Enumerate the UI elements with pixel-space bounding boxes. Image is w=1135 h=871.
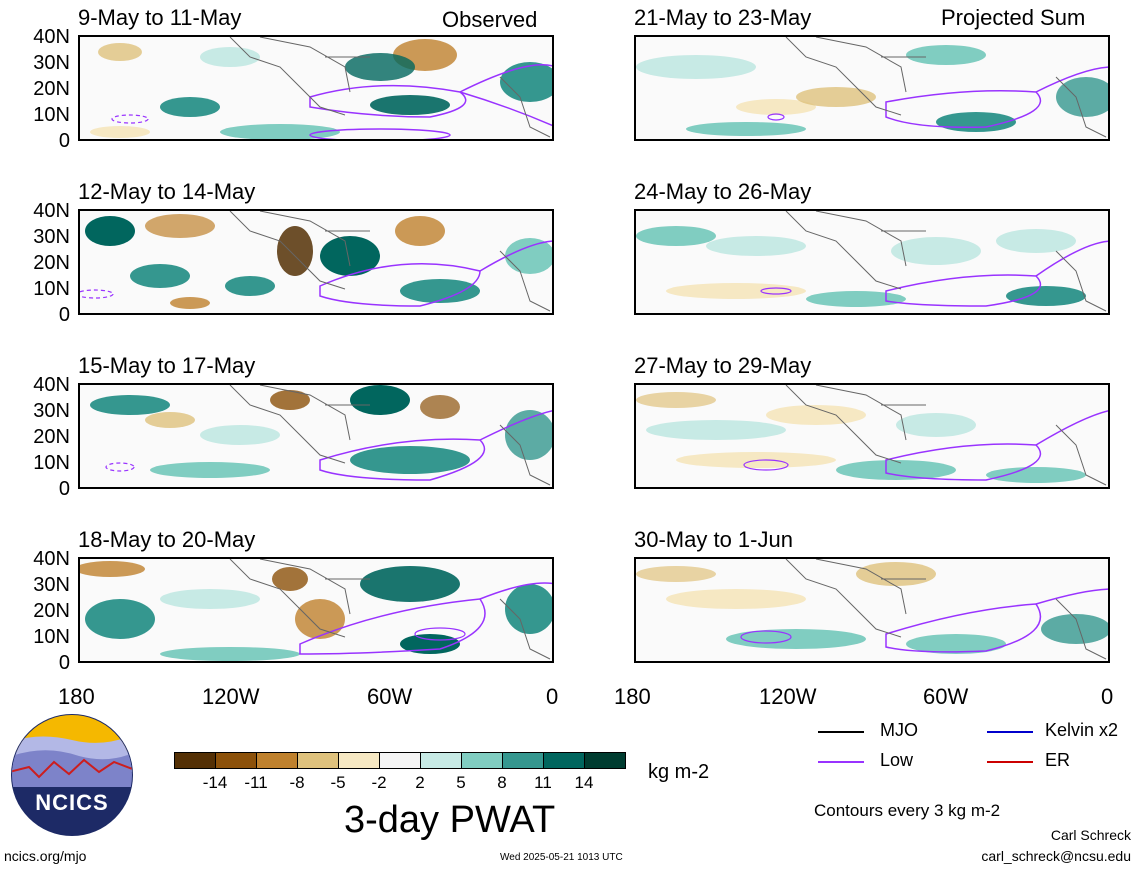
panel-title: 27-May to 29-May [634, 353, 812, 378]
logo-text: NCICS [35, 790, 109, 815]
legend-mjo-line [818, 731, 864, 733]
colorbar-tick-label: -5 [330, 773, 346, 792]
contour-note: Contours every 3 kg m-2 [814, 801, 1001, 820]
colorbar-swatch [338, 752, 380, 769]
y-tick-label: 40N [33, 200, 70, 222]
x-tick-label: 0 [1101, 684, 1114, 709]
colorbar-swatch [420, 752, 462, 769]
y-tick-label: 10N [33, 104, 70, 126]
y-tick-label: 10N [33, 626, 70, 648]
x-tick-label: 180 [58, 684, 95, 709]
panel-title: 21-May to 23-May [634, 5, 812, 30]
footer-timestamp: Wed 2025-05-21 1013 UTC [500, 852, 623, 863]
panel-title: 9-May to 11-May [78, 5, 242, 30]
y-tick-label: 30N [33, 52, 70, 74]
y-tick-label: 20N [33, 252, 70, 274]
footer-url: ncics.org/mjo [4, 848, 87, 864]
panel-title: 24-May to 26-May [634, 179, 812, 204]
y-tick-label: 30N [33, 574, 70, 596]
legend-er-line [987, 761, 1033, 763]
colorbar-tick-label: -8 [289, 773, 305, 792]
footer-email: carl_schreck@ncsu.edu [981, 848, 1131, 864]
legend-mjo-label: MJO [880, 720, 918, 740]
footer-author: Carl Schreck [1050, 827, 1131, 843]
colorbar-tick-label: -2 [371, 773, 387, 792]
colorbar-swatch [215, 752, 257, 769]
panel-title: 18-May to 20-May [78, 527, 256, 552]
colorbar-tick-label: 2 [415, 773, 425, 792]
x-tick-label: 120W [202, 684, 260, 709]
x-tick-label: 60W [367, 684, 413, 709]
colorbar-swatch [584, 752, 626, 769]
panel-title: 12-May to 14-May [78, 179, 256, 204]
y-tick-label: 0 [58, 478, 70, 500]
colorbar-swatch [461, 752, 503, 769]
y-tick-label: 40N [33, 548, 70, 570]
y-tick-label: 30N [33, 400, 70, 422]
projected-label: Projected Sum [941, 5, 1086, 30]
colorbar-tick-label: 5 [456, 773, 466, 792]
x-tick-label: 0 [546, 684, 559, 709]
map-panel-proj-3 [634, 383, 1110, 489]
colorbar-swatch [256, 752, 298, 769]
y-tick-label: 0 [58, 652, 70, 674]
colorbar-tick-label: -14 [202, 773, 228, 792]
map-panel-obs-2 [78, 209, 554, 315]
panel-title: 15-May to 17-May [78, 353, 256, 378]
map-panel-obs-4 [78, 557, 554, 663]
observed-label: Observed [442, 7, 538, 32]
legend-low-label: Low [880, 750, 914, 770]
y-tick-label: 10N [33, 452, 70, 474]
y-tick-label: 20N [33, 600, 70, 622]
colorbar-swatch [543, 752, 585, 769]
colorbar-units: kg m-2 [648, 761, 710, 783]
colorbar-tick-label: 11 [534, 773, 552, 792]
legend-kelvin-line [987, 731, 1033, 733]
map-panel-obs-1 [78, 35, 554, 141]
y-tick-label: 40N [33, 26, 70, 48]
y-tick-label: 30N [33, 226, 70, 248]
x-tick-label: 180 [614, 684, 651, 709]
map-panel-proj-1 [634, 35, 1110, 141]
y-tick-label: 0 [58, 304, 70, 326]
x-tick-label: 60W [923, 684, 969, 709]
panel-title: 30-May to 1-Jun [634, 527, 793, 552]
colorbar-swatch [174, 752, 216, 769]
y-tick-label: 40N [33, 374, 70, 396]
y-tick-label: 0 [58, 130, 70, 152]
colorbar-tick-label: 8 [497, 773, 507, 792]
main-title: 3-day PWAT [344, 799, 556, 841]
legend-kelvin-label: Kelvin x2 [1045, 720, 1119, 740]
y-tick-label: 20N [33, 426, 70, 448]
map-panel-proj-4 [634, 557, 1110, 663]
y-tick-label: 10N [33, 278, 70, 300]
colorbar-tick-label: -11 [244, 773, 268, 792]
colorbar-tick-label: 14 [574, 773, 594, 792]
x-tick-label: 120W [759, 684, 817, 709]
map-panel-obs-3 [78, 383, 554, 489]
colorbar-swatch [297, 752, 339, 769]
map-panel-proj-2 [634, 209, 1110, 315]
legend-er-label: ER [1045, 750, 1071, 770]
ncics-logo: NCICS [9, 712, 135, 838]
colorbar-swatch [502, 752, 544, 769]
colorbar-swatch [379, 752, 421, 769]
legend-low-line [818, 761, 864, 763]
y-tick-label: 20N [33, 78, 70, 100]
